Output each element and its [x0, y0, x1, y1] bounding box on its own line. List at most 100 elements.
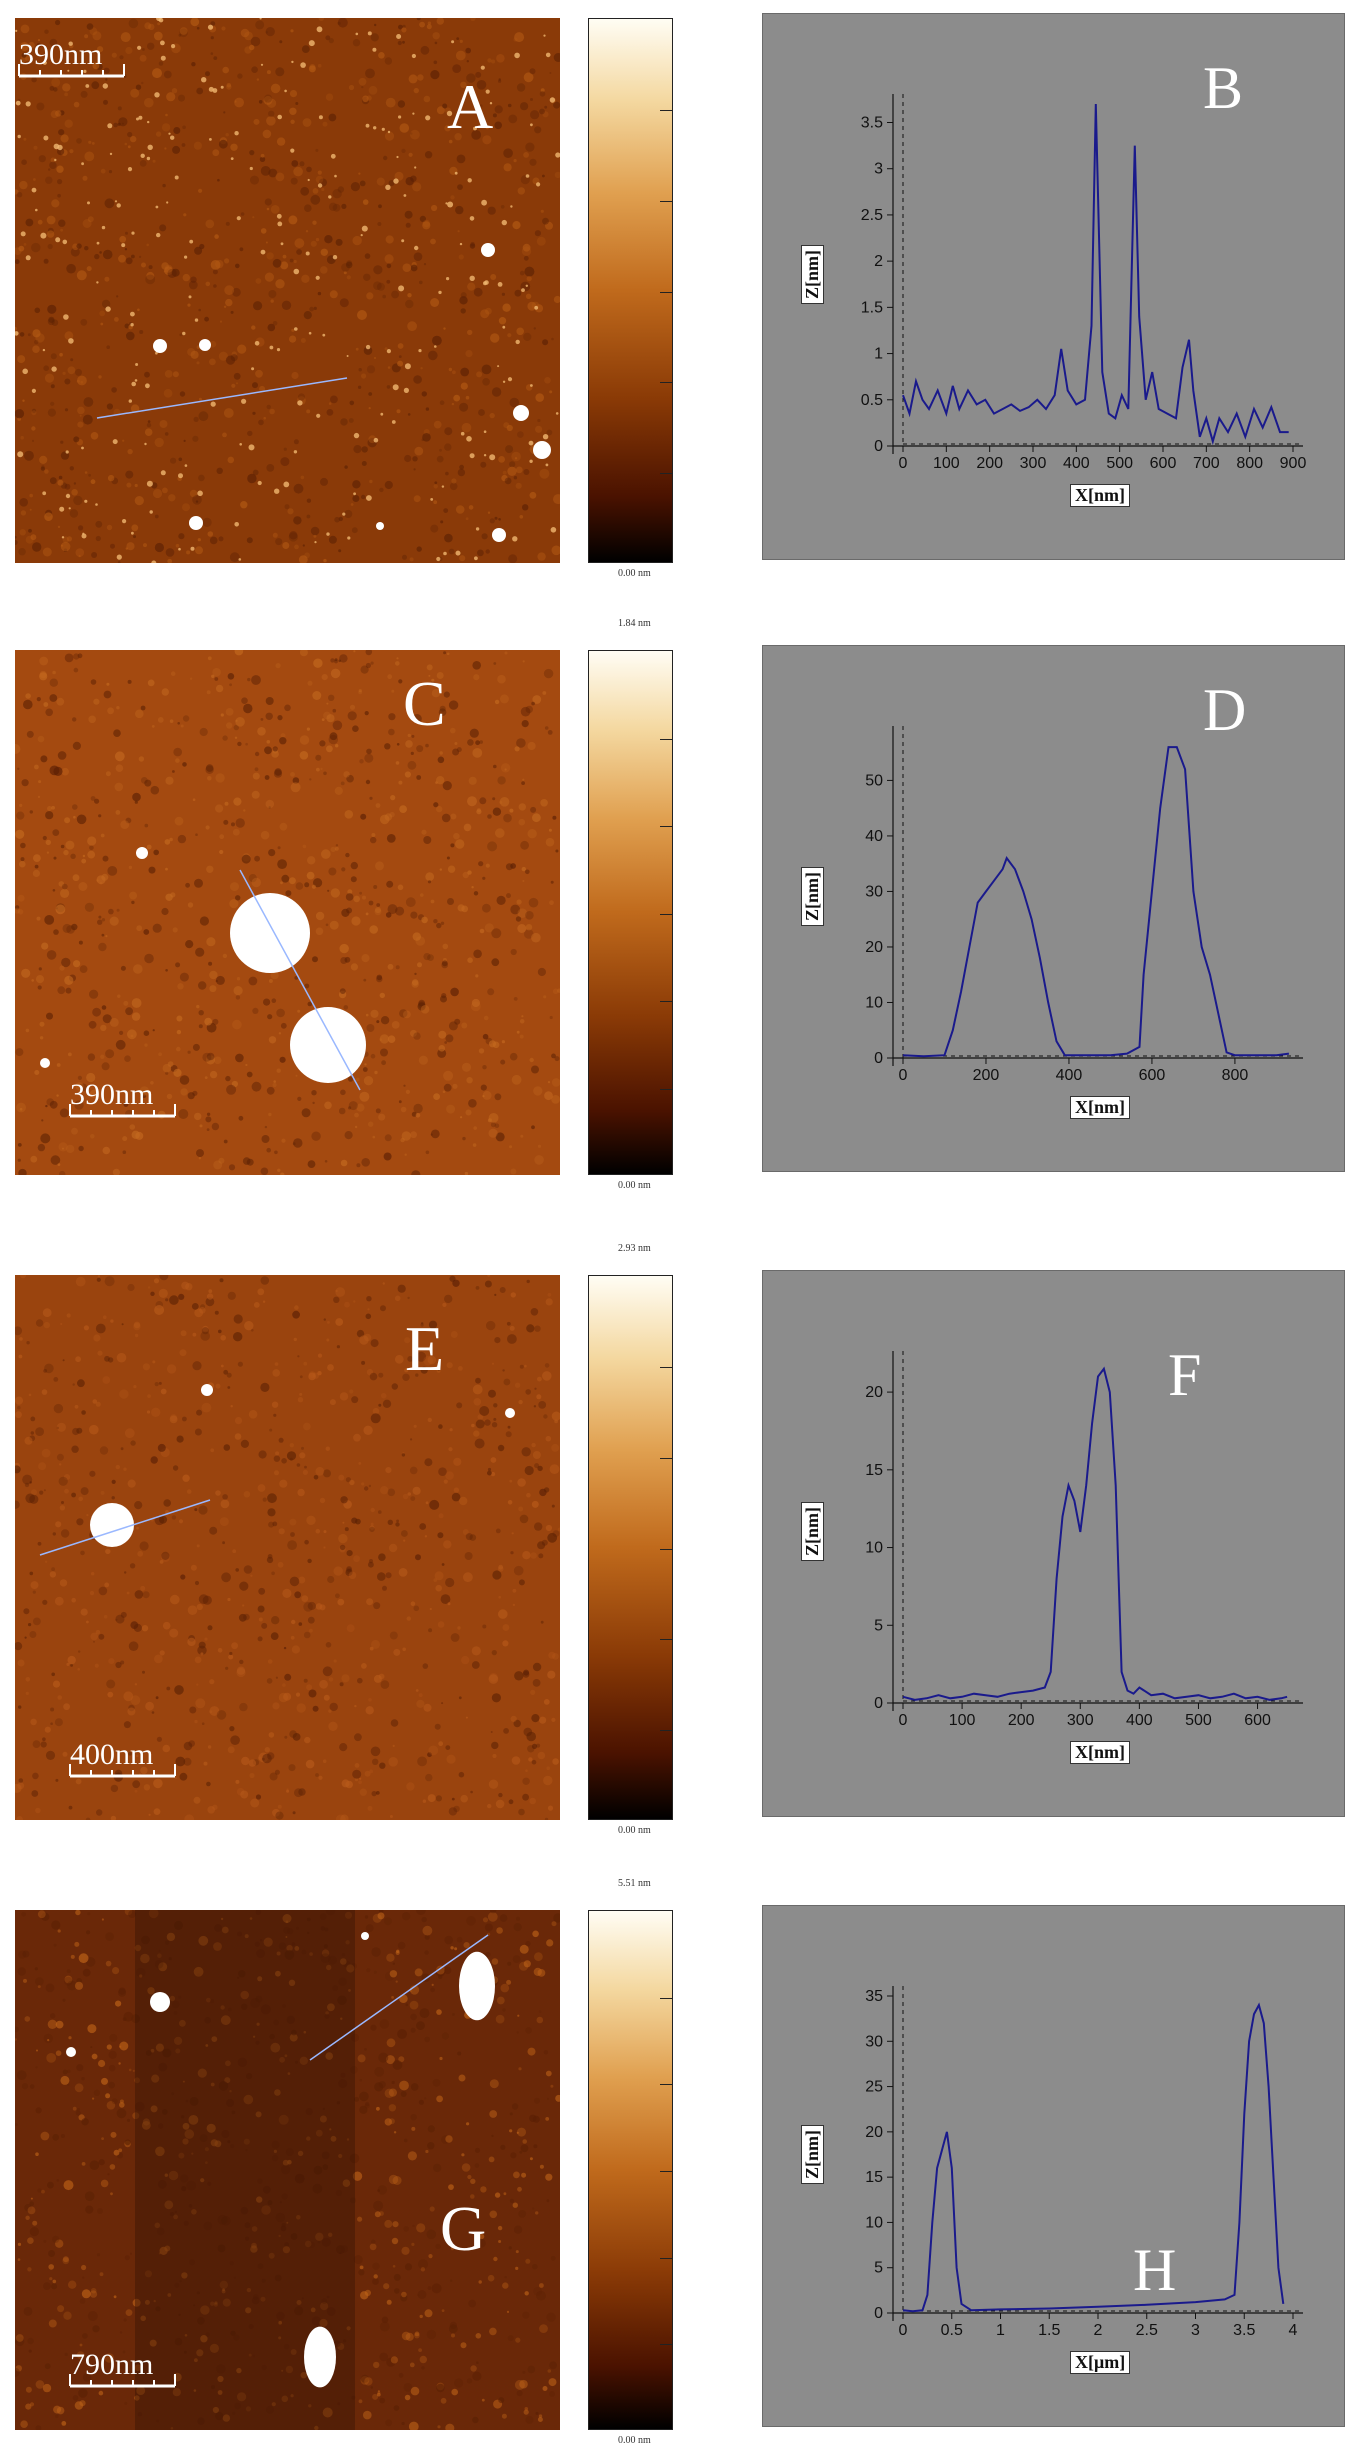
colorbar: [588, 1275, 673, 1820]
particle-10: [376, 522, 384, 530]
panel-letter-f: F: [1168, 1342, 1202, 1408]
x-tick-label: 1: [996, 2322, 1005, 2339]
profile-plot-f: 0 100 200 300 400 500 600 0 5 10 15 20 X[nm] Z[nm] F: [762, 1270, 1345, 1817]
profile-line: [902, 1366, 1288, 1701]
particle-4: [533, 441, 551, 459]
scale-bar-label: 390nm: [19, 38, 102, 71]
scan-line: [96, 377, 348, 419]
x-tick-label: 500: [1185, 1712, 1212, 1729]
y-tick-label: 20: [865, 1384, 883, 1401]
x-axis-label: X[nm]: [1070, 1096, 1130, 1119]
afm-image-g: 790nm G: [15, 1910, 560, 2430]
colorbar-min-label: 0.00 nm: [618, 568, 651, 579]
y-tick-label: 2: [874, 253, 883, 270]
y-tick-label: 0: [874, 438, 883, 455]
x-tick-label: 800: [1222, 1067, 1249, 1084]
particle-3: [201, 1384, 213, 1396]
scale-bar: 390nm: [18, 38, 125, 78]
afm-image-e: 400nm E: [15, 1275, 560, 1820]
colorbar-min-label: 0.00 nm: [618, 2435, 651, 2446]
y-tick-label: 20: [865, 939, 883, 956]
profile-plot-h: 0 0.5 1 1.5 2 2.5 3 3.5 4 0 5 10 15 20 25 30 35 X[μm] Z[nm…: [762, 1905, 1345, 2427]
y-tick-label: 10: [865, 994, 883, 1011]
x-tick-label: 200: [1008, 1712, 1035, 1729]
y-axis-label: Z[nm]: [801, 245, 824, 304]
particle-5: [513, 405, 529, 421]
particle-2: [290, 1007, 366, 1083]
particle-1: [230, 893, 310, 973]
particle-6: [189, 516, 203, 530]
profile-plot-d: 0 200 400 600 800 0 10 20 30 40 50 X[nm] Z[nm] D: [762, 645, 1345, 1172]
y-tick-label: 1: [874, 346, 883, 363]
colorbar-min-label: 0.00 nm: [618, 1825, 651, 1836]
particle-1: [90, 1503, 134, 1547]
panel-letter-b: B: [1203, 55, 1244, 121]
y-tick-label: 15: [865, 2169, 883, 2186]
particle-2: [199, 339, 211, 351]
scale-bar-label: 390nm: [70, 1078, 153, 1111]
y-axis-label: Z[nm]: [801, 1502, 824, 1561]
x-tick-label: 0: [899, 1712, 908, 1729]
scan-line: [39, 1499, 211, 1556]
x-tick-label: 0: [899, 455, 908, 472]
y-tick-label: 40: [865, 828, 883, 845]
y-tick-label: 10: [865, 1540, 883, 1557]
x-tick-label: 600: [1150, 455, 1177, 472]
scan-line: [239, 869, 361, 1091]
particle-1: [153, 339, 167, 353]
x-tick-label: 0: [899, 1067, 908, 1084]
x-tick-label: 100: [933, 455, 960, 472]
colorbar-max-label: 1.84 nm: [618, 618, 651, 629]
y-tick-label: 35: [865, 1988, 883, 2005]
x-tick-label: 4: [1289, 2322, 1298, 2339]
y-tick-label: 5: [874, 1617, 883, 1634]
y-axis-label: Z[nm]: [801, 867, 824, 926]
x-axis-label: X[nm]: [1070, 1741, 1130, 1764]
scale-bar-label: 790nm: [70, 2348, 153, 2381]
x-tick-label: 400: [1063, 455, 1090, 472]
y-tick-label: 0: [874, 2305, 883, 2322]
x-tick-label: 200: [976, 455, 1003, 472]
x-tick-label: 600: [1139, 1067, 1166, 1084]
y-tick-label: 0: [874, 1050, 883, 1067]
y-tick-label: 3.5: [861, 114, 883, 131]
panel-letter-e: E: [405, 1313, 444, 1384]
colorbar: [588, 1910, 673, 2430]
scale-bar-label: 400nm: [70, 1738, 153, 1771]
colorbar: [588, 650, 673, 1175]
afm-image-a: 390nm A: [15, 18, 560, 563]
scale-bar: 400nm: [69, 1738, 176, 1778]
colorbar-max-label: 2.93 nm: [618, 1243, 651, 1254]
particle-4: [66, 2047, 76, 2057]
x-tick-label: 200: [973, 1067, 1000, 1084]
particle-7: [492, 528, 506, 542]
particle-2: [505, 1408, 515, 1418]
particle-4: [40, 1058, 50, 1068]
y-tick-label: 25: [865, 2079, 883, 2096]
y-tick-label: 2.5: [861, 207, 883, 224]
x-tick-label: 800: [1236, 455, 1263, 472]
x-tick-label: 700: [1193, 455, 1220, 472]
y-tick-label: 10: [865, 2214, 883, 2231]
panel-letter-d: D: [1203, 677, 1247, 743]
scale-bar: 790nm: [69, 2348, 176, 2388]
y-tick-label: 30: [865, 2033, 883, 2050]
y-tick-label: 15: [865, 1462, 883, 1479]
y-tick-label: 5: [874, 2260, 883, 2277]
profile-line: [902, 2002, 1285, 2313]
y-tick-label: 0.5: [861, 392, 883, 409]
x-tick-label: 100: [949, 1712, 976, 1729]
x-tick-label: 300: [1020, 455, 1047, 472]
x-tick-label: 3.5: [1233, 2322, 1255, 2339]
x-tick-label: 0.5: [941, 2322, 963, 2339]
y-tick-label: 1.5: [861, 299, 883, 316]
colorbar-min-label: 0.00 nm: [618, 1180, 651, 1191]
x-tick-label: 3: [1191, 2322, 1200, 2339]
profile-line: [902, 103, 1289, 446]
colorbar: [588, 18, 673, 563]
y-tick-label: 30: [865, 883, 883, 900]
x-tick-label: 400: [1126, 1712, 1153, 1729]
x-tick-label: 900: [1280, 455, 1307, 472]
particle-3: [136, 847, 148, 859]
profile-line: [902, 746, 1290, 1058]
